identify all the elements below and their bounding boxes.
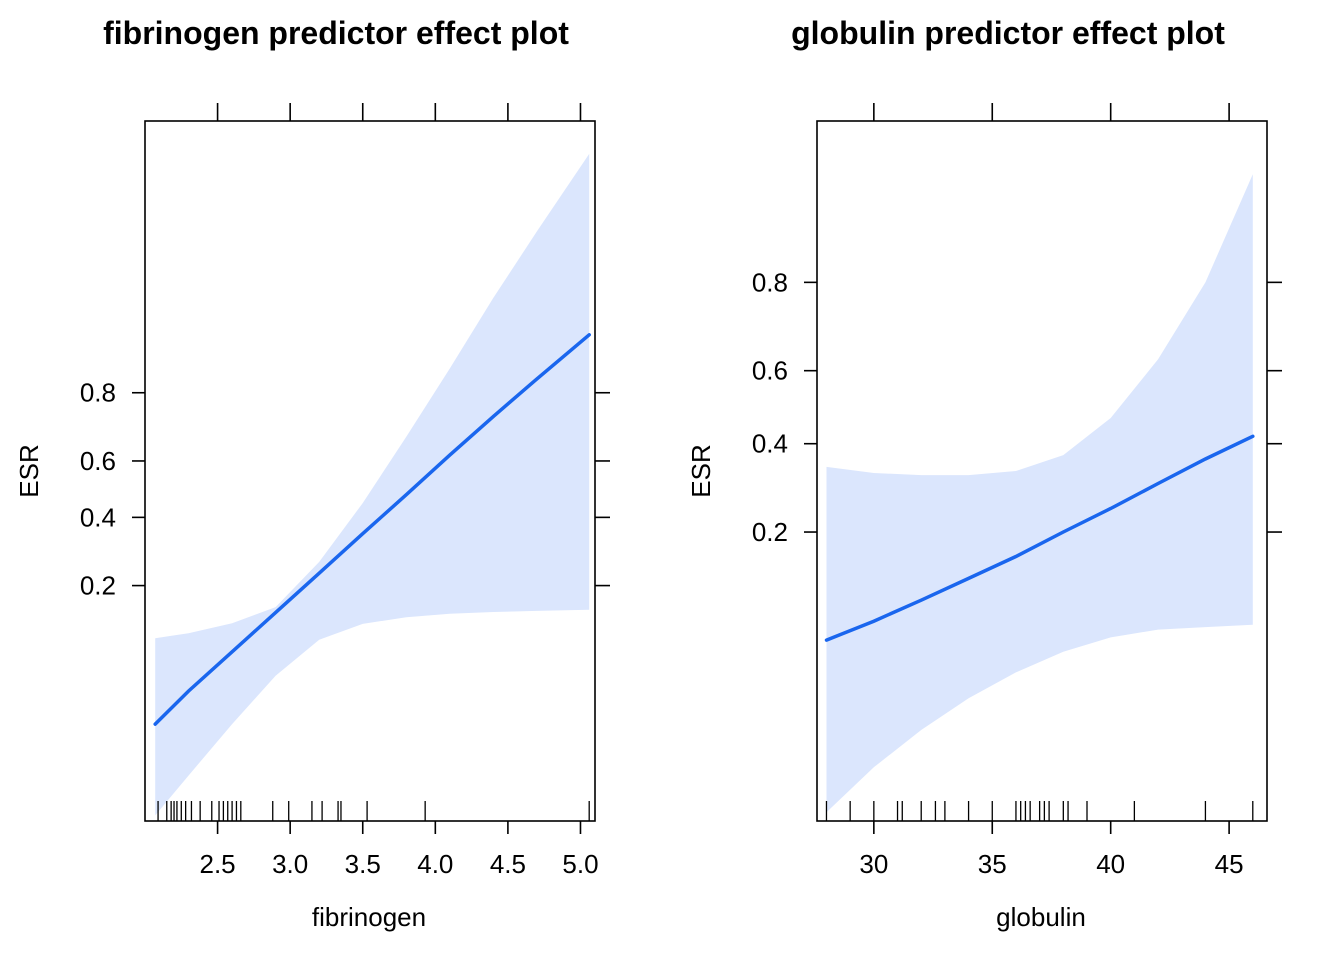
y-axis-label: ESR	[686, 444, 716, 497]
y-tick-label: 0.6	[80, 446, 116, 476]
chart-title: globulin predictor effect plot	[791, 15, 1225, 51]
effect-line	[153, 333, 591, 726]
plot-frame	[144, 120, 596, 822]
x-axis-label: globulin	[996, 902, 1086, 932]
x-ticks: 2.5 3.0 3.5 4.0 4.5 5.0	[200, 103, 599, 879]
globulin-effect-panel: globulin predictor effect plot 30 35 40 45 …	[686, 15, 1282, 932]
x-tick-label: 40	[1096, 849, 1125, 879]
y-tick-label: 0.6	[752, 356, 788, 386]
x-tick-label: 30	[859, 849, 888, 879]
chart-title: fibrinogen predictor effect plot	[103, 15, 569, 51]
fibrinogen-effect-panel: fibrinogen predictor effect plot 2.5 3.0 3…	[14, 15, 610, 932]
effect-line	[824, 434, 1255, 642]
plot-frame	[816, 120, 1268, 822]
confidence-band	[826, 174, 1253, 813]
x-ticks: 30 35 40 45	[859, 103, 1244, 879]
x-tick-label: 4.0	[417, 849, 453, 879]
y-tick-label: 0.2	[80, 571, 116, 601]
x-tick-label: 35	[978, 849, 1007, 879]
x-axis-label: fibrinogen	[312, 902, 426, 932]
x-tick-label: 3.0	[272, 849, 308, 879]
x-tick-label: 5.0	[562, 849, 598, 879]
rug	[157, 801, 590, 821]
x-tick-label: 3.5	[345, 849, 381, 879]
x-tick-label: 4.5	[490, 849, 526, 879]
y-tick-label: 0.2	[752, 517, 788, 547]
y-axis-label: ESR	[14, 444, 44, 497]
y-ticks: 0.2 0.4 0.6 0.8	[752, 267, 1282, 547]
y-ticks: 0.2 0.4 0.6 0.8	[80, 378, 610, 601]
y-tick-label: 0.4	[80, 502, 116, 532]
confidence-band	[155, 153, 590, 816]
rug	[825, 801, 1254, 821]
y-tick-label: 0.8	[752, 267, 788, 297]
y-tick-label: 0.4	[752, 429, 788, 459]
x-tick-label: 45	[1215, 849, 1244, 879]
y-tick-label: 0.8	[80, 378, 116, 408]
x-tick-label: 2.5	[200, 849, 236, 879]
